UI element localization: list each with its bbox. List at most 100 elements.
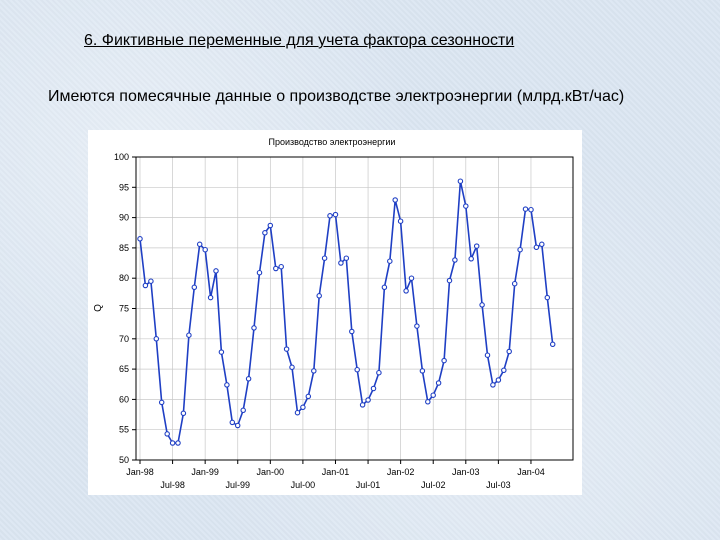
- data-point: [506, 348, 512, 355]
- chart-title: Производство электроэнергии: [269, 137, 396, 147]
- y-tick-label: 55: [119, 425, 129, 435]
- data-point: [311, 368, 317, 374]
- data-points: [137, 178, 556, 446]
- data-point: [164, 431, 170, 437]
- y-tick-label: 70: [119, 334, 129, 344]
- data-point: [289, 364, 295, 371]
- y-axis-label: Q: [93, 304, 104, 312]
- electricity-production-chart: Производство электроэнергии Q 50 55 60 65 70…: [93, 137, 574, 490]
- data-point: [158, 399, 165, 406]
- x-tick-label: Jan-98: [126, 467, 154, 477]
- data-point: [549, 341, 556, 348]
- data-point: [517, 246, 523, 253]
- x-ticks: Jan-98 Jan-99 Jan-00 Jan-01 Jan-02 Jan-03 Jan-…: [126, 460, 545, 490]
- data-point: [273, 265, 279, 272]
- x-tick-label: Jan-01: [322, 467, 350, 477]
- data-point: [283, 346, 290, 352]
- data-point: [137, 236, 143, 242]
- data-point: [479, 302, 485, 308]
- data-point: [359, 402, 366, 408]
- data-point: [278, 263, 284, 270]
- data-point: [387, 258, 393, 264]
- data-point: [452, 257, 458, 263]
- data-point: [430, 392, 436, 398]
- y-tick-label: 65: [119, 364, 129, 374]
- data-point: [262, 230, 268, 236]
- x-tick-label: Jul-01: [356, 480, 381, 490]
- data-point: [408, 275, 415, 281]
- data-point: [148, 278, 154, 284]
- data-point: [370, 385, 377, 392]
- data-point: [468, 256, 474, 262]
- data-point: [403, 288, 409, 294]
- data-point: [501, 367, 507, 374]
- data-point: [294, 409, 301, 416]
- data-point: [186, 332, 192, 338]
- x-tick-label: Jul-02: [421, 480, 446, 490]
- data-point: [441, 357, 447, 364]
- data-point: [191, 284, 198, 291]
- slide-subheading: Имеются помесячные данные о производстве…: [48, 88, 625, 105]
- data-point: [251, 325, 257, 331]
- x-tick-label: Jul-03: [486, 480, 511, 490]
- data-point: [153, 336, 160, 342]
- data-point: [180, 410, 187, 417]
- data-point: [234, 422, 241, 429]
- y-tick-label: 75: [119, 304, 129, 314]
- data-point: [207, 294, 214, 301]
- x-tick-label: Jan-04: [517, 467, 545, 477]
- data-point: [256, 269, 263, 276]
- data-point: [397, 218, 404, 224]
- data-point: [332, 211, 339, 218]
- data-point: [267, 222, 274, 229]
- data-point: [175, 440, 181, 446]
- data-point: [142, 282, 149, 289]
- y-tick-label: 60: [119, 394, 129, 404]
- y-tick-label: 100: [114, 152, 129, 162]
- data-point: [196, 241, 203, 248]
- data-point: [435, 380, 442, 386]
- data-point: [169, 440, 176, 446]
- data-point: [463, 203, 469, 209]
- x-tick-label: Jan-00: [257, 467, 285, 477]
- x-tick-label: Jan-02: [387, 467, 415, 477]
- y-tick-label: 90: [119, 213, 129, 223]
- data-point: [365, 397, 371, 403]
- grid: [136, 157, 573, 460]
- data-point: [224, 382, 230, 388]
- data-point: [338, 260, 344, 266]
- data-point: [528, 206, 534, 213]
- data-point: [446, 277, 453, 284]
- data-point: [327, 213, 333, 219]
- data-point: [484, 352, 491, 358]
- data-point: [414, 323, 420, 329]
- data-point: [316, 293, 322, 299]
- data-point: [229, 419, 236, 426]
- data-point: [354, 366, 360, 373]
- data-point: [539, 241, 545, 248]
- data-point: [213, 268, 219, 274]
- y-tick-label: 50: [119, 455, 129, 465]
- y-tick-label: 95: [119, 182, 129, 192]
- x-tick-label: Jul-98: [160, 480, 185, 490]
- data-point: [321, 255, 328, 261]
- x-tick-label: Jan-99: [191, 467, 219, 477]
- slide-heading: 6. Фиктивные переменные для учета фактор…: [84, 32, 515, 49]
- data-point: [349, 328, 355, 335]
- data-point: [305, 393, 312, 400]
- data-point: [245, 376, 252, 382]
- y-ticks: 50 55 60 65 70 75 80 85 90 95 100: [114, 152, 136, 465]
- x-tick-label: Jul-99: [225, 480, 250, 490]
- data-point: [218, 349, 225, 355]
- data-point: [300, 404, 306, 411]
- data-point: [511, 280, 518, 287]
- data-point: [533, 244, 540, 251]
- data-point: [490, 382, 496, 388]
- data-point: [544, 294, 551, 301]
- data-point: [381, 284, 388, 291]
- data-point: [522, 206, 529, 212]
- data-point: [457, 178, 464, 184]
- data-point: [473, 243, 480, 249]
- data-point: [202, 246, 208, 253]
- data-point: [376, 369, 382, 376]
